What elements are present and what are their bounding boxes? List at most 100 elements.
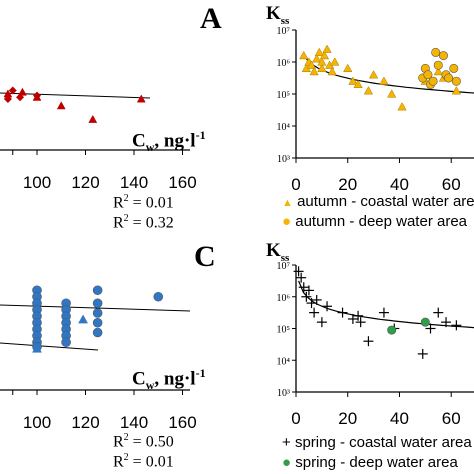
panel-a-point-1-3 — [33, 91, 41, 100]
panel-d-point-0-3 — [301, 291, 312, 302]
panel-d-point-0-18 — [425, 323, 436, 334]
panel-c-marks — [32, 285, 164, 353]
panel-a-tick-label-140: 140 — [120, 173, 148, 192]
panel-d-ytick-label-0: 10³ — [277, 388, 290, 399]
panel-c-tick-label-120: 120 — [71, 413, 99, 432]
legend-bottom-2: ● spring - deep water area — [282, 454, 458, 471]
panel-b-marks — [299, 44, 461, 111]
panel-d-point-0-12 — [353, 310, 364, 321]
panel-b-point-0-7 — [317, 63, 327, 73]
panel-d-xtick-label-0: 0 — [291, 409, 300, 428]
panel-b-point-0-12 — [327, 66, 337, 76]
panel-c-tick-label-140: 140 — [120, 413, 148, 432]
panel-b-ytick-label-1: 10⁴ — [277, 122, 291, 133]
panel-a-x-label: Cw, ng·l-1 — [132, 128, 206, 155]
panel-d-ytick-label-4: 10⁷ — [277, 261, 291, 272]
panel-b-ticks: 0 20 40 60 10³ 10⁴ 10⁵ 10⁶ 10⁷ — [277, 26, 461, 194]
panel-b-point-0-8 — [317, 57, 327, 66]
panel-b-point-1-9 — [444, 73, 454, 83]
panel-d-point-1-1 — [420, 317, 430, 327]
panel-d-y-label: Kss — [266, 240, 290, 264]
panel-d-point-0-14 — [363, 336, 374, 347]
panel-b-point-0-19 — [379, 76, 389, 85]
panel-b-point-0-0 — [299, 50, 309, 60]
panel-a-point-0-3 — [56, 101, 66, 110]
panel-d-point-0-5 — [306, 298, 317, 309]
panel-c-tick-label-160: 160 — [168, 413, 196, 432]
panel-b-point-0-3 — [306, 60, 317, 69]
panel-a-tick-label-100: 100 — [23, 173, 51, 192]
panel-c-point-0-18 — [92, 298, 103, 309]
panel-b-point-1-4 — [428, 76, 438, 86]
panel-a-point-1-2 — [16, 93, 25, 102]
panel-d-point-0-11 — [347, 313, 358, 324]
panel-b-point-0-18 — [368, 70, 379, 79]
panel-d-ytick-label-2: 10⁵ — [277, 325, 291, 336]
panel-d-point-0-9 — [322, 301, 333, 312]
panel-b-xtick-label-40: 40 — [390, 175, 409, 194]
panel-a-marks — [3, 86, 146, 123]
panel-b-ytick-label-4: 10⁷ — [277, 26, 291, 37]
panel-d-point-0-17 — [417, 348, 428, 359]
panel-b-point-0-13 — [330, 57, 340, 66]
panel-c-point-0-16 — [61, 337, 71, 348]
panel-d-point-0-8 — [316, 317, 327, 328]
panel-a-x-ticks: 100 120 140 160 — [12, 150, 197, 192]
panel-b-ytick-label-3: 10⁶ — [277, 58, 291, 69]
panel-a-point-1-0 — [3, 95, 12, 103]
panel-b-point-0-9 — [319, 50, 330, 60]
panel-d-point-0-15 — [378, 307, 389, 318]
panel-b-point-0-20 — [387, 89, 397, 98]
panel-d-trendline — [298, 280, 474, 329]
panel-d-marks — [293, 266, 462, 359]
panel-c-point-0-19 — [92, 308, 103, 318]
panel-b-point-1-5 — [431, 47, 441, 57]
panel-b-point-1-11 — [451, 76, 461, 86]
panel-b-xtick-label-0: 0 — [291, 175, 300, 194]
panel-d-xtick-label-40: 40 — [390, 409, 409, 428]
panel-label-c: C — [194, 240, 216, 273]
panel-b-point-0-5 — [312, 54, 322, 63]
legend-bottom-1: + spring - coastal water area — [282, 434, 472, 451]
panel-c-point-0-21 — [92, 327, 103, 338]
panel-d-point-0-4 — [303, 285, 314, 296]
r2-bottom-1: R2 = 0.50 — [113, 432, 174, 451]
panel-b-point-0-6 — [314, 47, 324, 57]
panel-d-point-0-21 — [451, 320, 462, 331]
panel-b-point-1-10 — [449, 63, 459, 73]
panel-label-a: A — [200, 2, 222, 35]
panel-b-point-0-4 — [309, 66, 319, 76]
panel-a-tick-label-160: 160 — [168, 173, 196, 192]
panel-a-point-0-1 — [18, 87, 27, 96]
panel-d-point-1-0 — [387, 325, 397, 335]
panel-d-point-0-7 — [311, 294, 322, 305]
panel-d-xtick-label-20: 20 — [338, 409, 357, 428]
panel-d-point-0-10 — [337, 307, 348, 318]
panel-a-point-0-5 — [136, 94, 146, 103]
panel-c-trendline-2 — [0, 342, 99, 351]
legend-top-2: ● autumn - deep water area — [282, 213, 468, 230]
panel-d-point-0-20 — [441, 317, 452, 328]
panel-b-ytick-label-0: 10³ — [277, 154, 290, 165]
panel-b-point-0-17 — [363, 86, 374, 95]
panel-d-point-0-6 — [309, 307, 320, 318]
panel-d-ytick-label-1: 10⁴ — [277, 356, 291, 367]
panel-d-point-0-2 — [298, 282, 309, 293]
panel-c-point-0-22 — [153, 291, 164, 302]
panel-c-point-0-20 — [92, 317, 103, 328]
panel-c-point-1-0 — [32, 343, 42, 353]
panel-b-point-1-6 — [433, 60, 443, 70]
panel-b-point-0-14 — [343, 63, 353, 73]
panel-b-point-0-16 — [353, 79, 363, 89]
panel-d-ytick-label-3: 10⁶ — [277, 293, 291, 304]
panel-a-tick-label-120: 120 — [71, 173, 99, 192]
panel-b-point-0-23 — [433, 66, 443, 76]
panel-c-x-ticks: 100 120 140 160 — [12, 390, 197, 432]
panel-c-point-0-17 — [92, 285, 103, 296]
panel-d-ticks: 0 20 40 60 10³ 10⁴ 10⁵ 10⁶ 10⁷ — [277, 261, 461, 428]
panel-b-xtick-label-20: 20 — [338, 175, 357, 194]
panel-d-xtick-label-60: 60 — [442, 409, 461, 428]
panel-d-point-0-1 — [296, 272, 307, 283]
panel-c-x-label: Cw, ng·l-1 — [132, 366, 206, 393]
